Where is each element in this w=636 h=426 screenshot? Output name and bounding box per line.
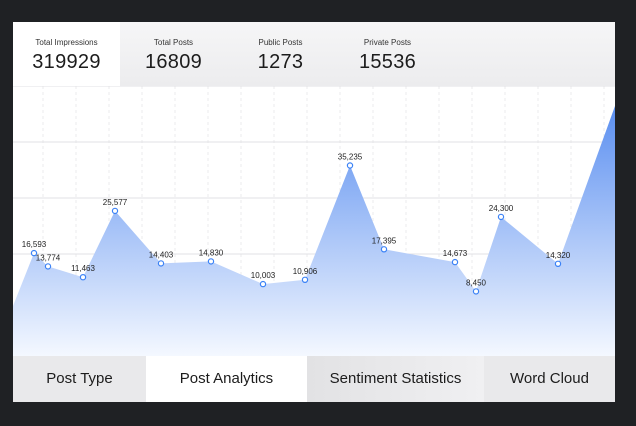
post-analytics-area-chart: 16,593 13,774 11,463 25,577 14,403 14,830 10,0…: [13, 86, 615, 356]
tab-post-type[interactable]: Post Type: [46, 370, 113, 387]
stats-bar: Total Impressions 319929 Total Posts 168…: [13, 22, 615, 86]
stat-label: Private Posts: [363, 38, 412, 47]
data-point[interactable]: [451, 258, 459, 266]
data-point[interactable]: [44, 263, 52, 270]
data-label: 24,300: [489, 204, 514, 213]
analytics-panel: Total Impressions 319929 Total Posts 168…: [13, 22, 615, 402]
stat-label: Total Posts: [153, 38, 194, 47]
data-point[interactable]: [259, 280, 267, 288]
data-label: 10,906: [293, 267, 318, 276]
tab-sentiment-statistics[interactable]: Sentiment Statistics: [307, 356, 484, 402]
stat-label: Public Posts: [258, 38, 303, 47]
stat-value: 1273: [257, 51, 304, 73]
stat-total-impressions[interactable]: Total Impressions 319929: [13, 22, 120, 86]
data-label: 14,673: [443, 249, 468, 258]
area-series: [13, 106, 615, 356]
data-label: 14,830: [199, 248, 224, 257]
data-point[interactable]: [111, 207, 119, 215]
data-label: 16,593: [22, 240, 47, 249]
data-point[interactable]: [554, 260, 562, 267]
stat-public-posts[interactable]: Public Posts 1273: [227, 22, 334, 86]
data-label: 8,450: [466, 278, 487, 287]
data-label: 11,463: [71, 264, 95, 273]
data-label: 14,403: [149, 250, 174, 259]
stat-label: Total Impressions: [35, 38, 98, 47]
data-label: 35,235: [338, 153, 363, 162]
tab-post-analytics[interactable]: Post Analytics: [146, 356, 307, 402]
data-point[interactable]: [157, 260, 165, 267]
data-point[interactable]: [346, 162, 354, 169]
data-label: 25,577: [103, 198, 128, 207]
data-point[interactable]: [301, 276, 309, 283]
data-point[interactable]: [30, 249, 38, 257]
stat-value: 15536: [358, 51, 417, 73]
stat-value: 319929: [32, 51, 101, 73]
tab-word-cloud[interactable]: Word Cloud: [510, 370, 589, 387]
stat-total-posts[interactable]: Total Posts 16809: [120, 22, 227, 86]
chart-marks: 16,593 13,774 11,463 25,577 14,403 14,830 10,0…: [22, 153, 571, 295]
data-point[interactable]: [497, 213, 505, 221]
data-point[interactable]: [472, 288, 480, 295]
tab-bar: Post Type Post Analytics Sentiment Stati…: [13, 356, 615, 402]
stat-private-posts[interactable]: Private Posts 15536: [334, 22, 441, 86]
data-label: 14,320: [546, 251, 571, 260]
data-point[interactable]: [207, 258, 215, 265]
data-label: 17,395: [372, 236, 397, 245]
data-label: 10,003: [251, 271, 276, 280]
data-label: 13,774: [36, 253, 61, 262]
data-point[interactable]: [79, 273, 87, 281]
stat-value: 16809: [144, 51, 203, 73]
data-point[interactable]: [380, 246, 388, 253]
